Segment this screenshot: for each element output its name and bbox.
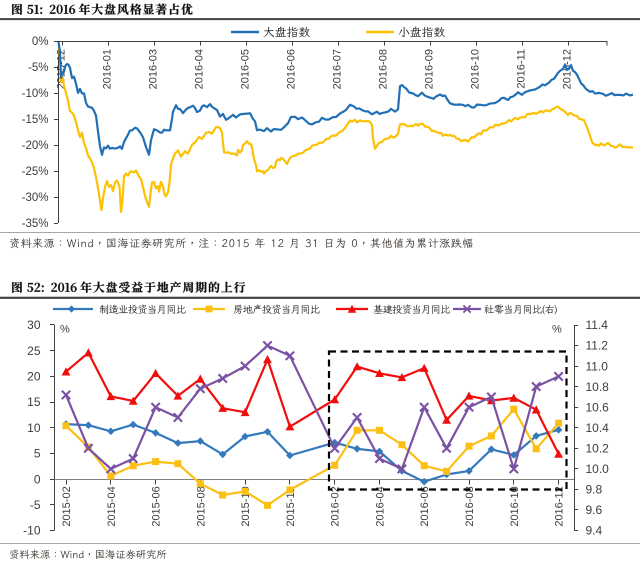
svg-text:0: 0 <box>34 472 41 486</box>
svg-text:30: 30 <box>27 318 41 332</box>
svg-text:2016-02: 2016-02 <box>330 486 342 526</box>
svg-text:11.0: 11.0 <box>586 359 609 373</box>
svg-text:20: 20 <box>27 370 41 384</box>
svg-text:2016-10: 2016-10 <box>470 49 482 89</box>
svg-text:2016-12: 2016-12 <box>554 486 566 526</box>
svg-text:2016-10: 2016-10 <box>509 486 521 526</box>
svg-text:2016-11: 2016-11 <box>516 49 528 89</box>
svg-text:10.6: 10.6 <box>586 400 610 414</box>
svg-text:25: 25 <box>27 344 41 358</box>
svg-text:%: % <box>60 324 70 336</box>
svg-text:2016-08: 2016-08 <box>464 486 476 526</box>
svg-text:2016-06: 2016-06 <box>286 49 298 89</box>
svg-text:2015-10: 2015-10 <box>240 486 252 526</box>
svg-text:2016-05: 2016-05 <box>240 49 252 89</box>
svg-text:%: % <box>552 324 562 336</box>
svg-text:-10%: -10% <box>22 88 49 100</box>
svg-text:2016-07: 2016-07 <box>332 49 344 89</box>
svg-text:10.0: 10.0 <box>586 462 610 476</box>
svg-text:-30%: -30% <box>22 192 49 204</box>
svg-text:9.6: 9.6 <box>586 503 603 517</box>
svg-text:2016-04: 2016-04 <box>375 486 387 526</box>
svg-text:-15%: -15% <box>22 114 49 126</box>
svg-text:2015-12: 2015-12 <box>285 486 297 526</box>
svg-text:5: 5 <box>34 447 41 461</box>
svg-text:11.4: 11.4 <box>586 318 609 332</box>
svg-text:2016-08: 2016-08 <box>378 49 390 89</box>
svg-text:2015-08: 2015-08 <box>195 486 207 526</box>
svg-text:15: 15 <box>27 395 41 409</box>
svg-text:2016-01: 2016-01 <box>102 49 114 89</box>
svg-text:10.2: 10.2 <box>586 442 610 456</box>
svg-text:2016-04: 2016-04 <box>194 49 206 89</box>
svg-text:-20%: -20% <box>22 140 49 152</box>
svg-text:2016-09: 2016-09 <box>424 49 436 89</box>
svg-text:-25%: -25% <box>22 166 49 178</box>
svg-text:-5: -5 <box>30 498 41 512</box>
svg-text:10.4: 10.4 <box>586 421 610 435</box>
svg-text:0%: 0% <box>32 36 49 48</box>
svg-text:9.8: 9.8 <box>586 483 603 497</box>
svg-text:2015-04: 2015-04 <box>106 486 118 526</box>
svg-text:9.4: 9.4 <box>586 524 603 538</box>
svg-text:-5%: -5% <box>28 62 48 74</box>
svg-text:2015-02: 2015-02 <box>61 486 73 526</box>
svg-text:2016-03: 2016-03 <box>148 49 160 89</box>
svg-text:2016-06: 2016-06 <box>419 486 431 526</box>
svg-text:-10: -10 <box>23 524 41 538</box>
svg-text:10.8: 10.8 <box>586 380 610 394</box>
svg-text:-35%: -35% <box>22 218 49 230</box>
svg-text:2015-06: 2015-06 <box>151 486 163 526</box>
svg-text:10: 10 <box>27 421 41 435</box>
svg-text:11.2: 11.2 <box>586 339 609 353</box>
